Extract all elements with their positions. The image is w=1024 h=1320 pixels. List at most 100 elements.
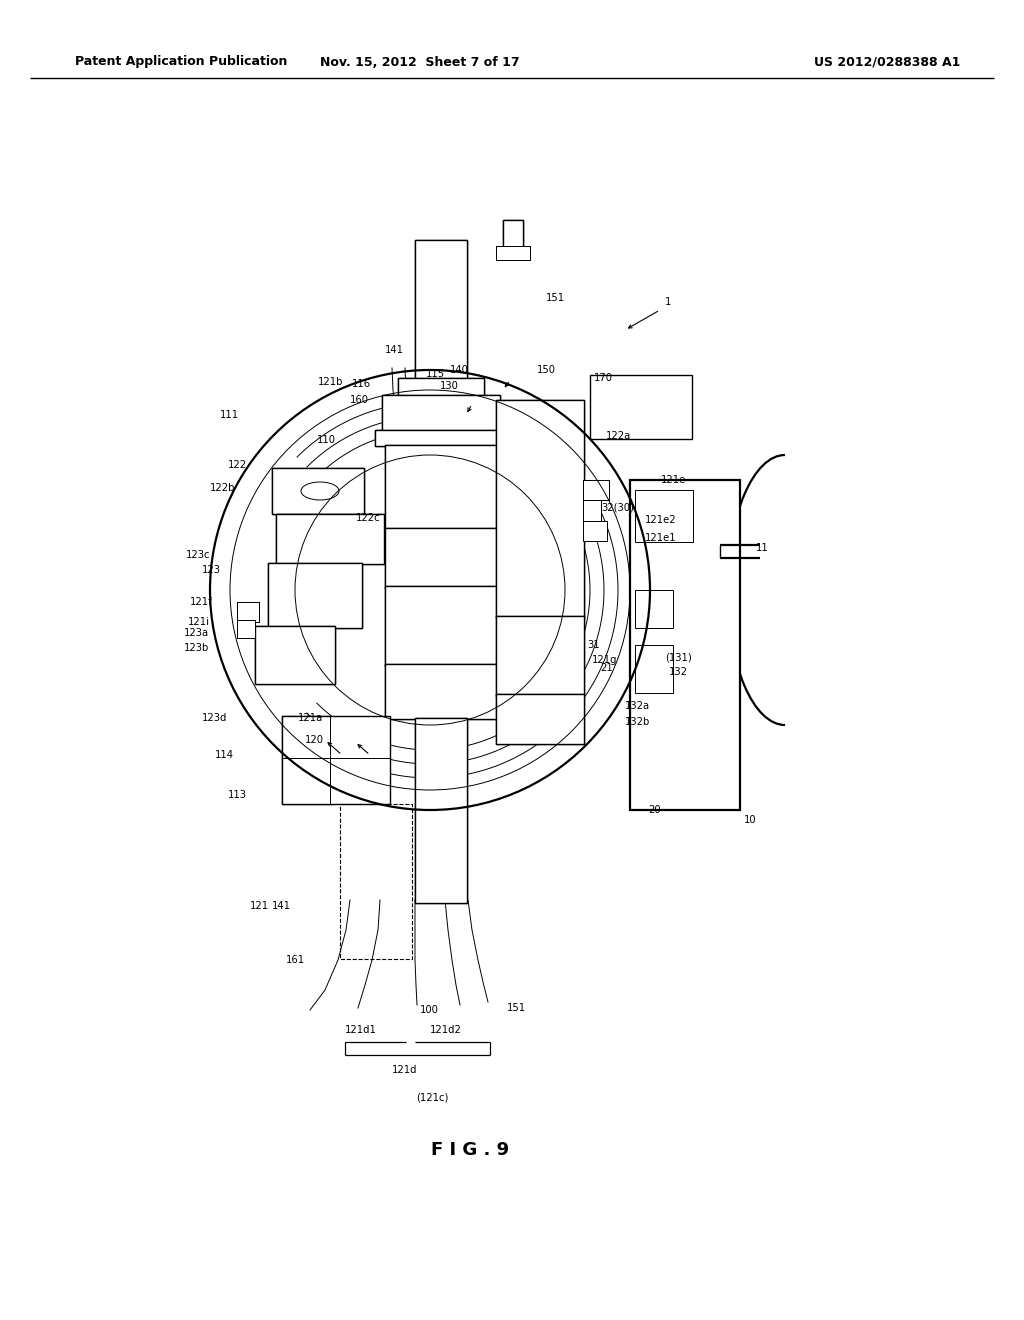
Text: 121g: 121g bbox=[592, 655, 617, 665]
Bar bbox=[385, 445, 497, 531]
Text: 121b: 121b bbox=[318, 378, 343, 387]
Text: 31: 31 bbox=[587, 640, 600, 649]
Text: 121e1: 121e1 bbox=[645, 533, 677, 543]
Text: 121i: 121i bbox=[188, 616, 210, 627]
Bar bbox=[496, 616, 584, 696]
Text: 121e2: 121e2 bbox=[645, 515, 677, 525]
Bar bbox=[255, 626, 335, 684]
Bar bbox=[415, 718, 467, 903]
Text: 132b: 132b bbox=[625, 717, 650, 727]
Text: 140: 140 bbox=[450, 366, 469, 375]
Text: 113: 113 bbox=[228, 789, 247, 800]
Text: 123c: 123c bbox=[186, 550, 211, 560]
Text: 122: 122 bbox=[228, 459, 247, 470]
Bar bbox=[272, 469, 364, 513]
Bar bbox=[375, 430, 507, 446]
Text: 121d1: 121d1 bbox=[345, 1026, 377, 1035]
Text: 10: 10 bbox=[744, 814, 757, 825]
Text: 11: 11 bbox=[756, 543, 769, 553]
Bar bbox=[630, 480, 740, 810]
Text: 130: 130 bbox=[440, 381, 459, 391]
Text: 161: 161 bbox=[286, 954, 305, 965]
Bar bbox=[255, 626, 335, 684]
Bar bbox=[583, 500, 601, 521]
Text: 122b: 122b bbox=[210, 483, 236, 492]
Bar bbox=[415, 240, 467, 389]
Text: 122c: 122c bbox=[356, 513, 381, 523]
Text: 150: 150 bbox=[537, 366, 556, 375]
Text: 123a: 123a bbox=[184, 628, 209, 638]
Text: 123d: 123d bbox=[202, 713, 227, 723]
Bar bbox=[415, 240, 467, 389]
Bar bbox=[340, 804, 412, 960]
Bar bbox=[496, 694, 584, 744]
Bar bbox=[385, 586, 497, 667]
Text: 170: 170 bbox=[594, 374, 613, 383]
Text: 100: 100 bbox=[420, 1005, 439, 1015]
Text: 151: 151 bbox=[507, 1003, 526, 1012]
Bar bbox=[583, 500, 601, 521]
Bar bbox=[282, 715, 332, 804]
Text: 132a: 132a bbox=[625, 701, 650, 711]
Text: 32(30): 32(30) bbox=[601, 503, 634, 513]
Text: 121e: 121e bbox=[662, 475, 686, 484]
Bar bbox=[583, 480, 609, 500]
Bar bbox=[237, 620, 255, 638]
Bar bbox=[385, 664, 497, 719]
Bar bbox=[385, 664, 497, 719]
Text: 21: 21 bbox=[600, 663, 612, 673]
Bar bbox=[382, 395, 500, 433]
Bar bbox=[276, 513, 384, 564]
Text: 121: 121 bbox=[250, 902, 269, 911]
Text: Patent Application Publication: Patent Application Publication bbox=[75, 55, 288, 69]
Bar bbox=[635, 490, 693, 543]
Bar bbox=[503, 220, 523, 248]
Bar bbox=[268, 564, 362, 628]
Bar bbox=[398, 378, 484, 400]
Bar bbox=[496, 246, 530, 260]
Text: 121d2: 121d2 bbox=[430, 1026, 462, 1035]
Bar bbox=[590, 375, 692, 440]
Text: 123: 123 bbox=[202, 565, 221, 576]
Text: 115: 115 bbox=[426, 370, 445, 379]
Bar bbox=[496, 246, 530, 260]
Bar bbox=[276, 513, 384, 564]
Bar bbox=[415, 718, 467, 903]
Text: 121a: 121a bbox=[298, 713, 324, 723]
Text: (121c): (121c) bbox=[416, 1093, 449, 1104]
Bar bbox=[496, 694, 584, 744]
Text: 141: 141 bbox=[272, 902, 291, 911]
Bar bbox=[385, 528, 497, 587]
Bar bbox=[385, 445, 497, 531]
Bar bbox=[268, 564, 362, 628]
Bar bbox=[382, 395, 500, 433]
Bar bbox=[496, 400, 584, 618]
Text: 114: 114 bbox=[215, 750, 234, 760]
Text: 1: 1 bbox=[665, 297, 672, 308]
Text: (131): (131) bbox=[665, 652, 692, 663]
Text: US 2012/0288388 A1: US 2012/0288388 A1 bbox=[814, 55, 961, 69]
Bar bbox=[503, 220, 523, 248]
Bar bbox=[385, 586, 497, 667]
Text: F I G . 9: F I G . 9 bbox=[431, 1140, 509, 1159]
Bar bbox=[237, 620, 255, 638]
Text: Nov. 15, 2012  Sheet 7 of 17: Nov. 15, 2012 Sheet 7 of 17 bbox=[321, 55, 520, 69]
Bar bbox=[496, 616, 584, 696]
Bar bbox=[398, 378, 484, 400]
Text: 122a: 122a bbox=[606, 432, 631, 441]
Bar bbox=[282, 715, 390, 804]
Text: 121d: 121d bbox=[392, 1065, 418, 1074]
Bar bbox=[496, 400, 584, 618]
Bar bbox=[385, 528, 497, 587]
Bar bbox=[583, 480, 609, 500]
Bar bbox=[272, 469, 364, 513]
Text: 120: 120 bbox=[305, 735, 324, 744]
Text: 132: 132 bbox=[669, 667, 688, 677]
Bar bbox=[635, 645, 673, 693]
Bar bbox=[635, 590, 673, 628]
Bar bbox=[237, 602, 259, 622]
Text: 111: 111 bbox=[220, 411, 240, 420]
Text: 151: 151 bbox=[546, 293, 565, 304]
Text: 121f: 121f bbox=[190, 597, 213, 607]
Bar bbox=[583, 521, 607, 541]
